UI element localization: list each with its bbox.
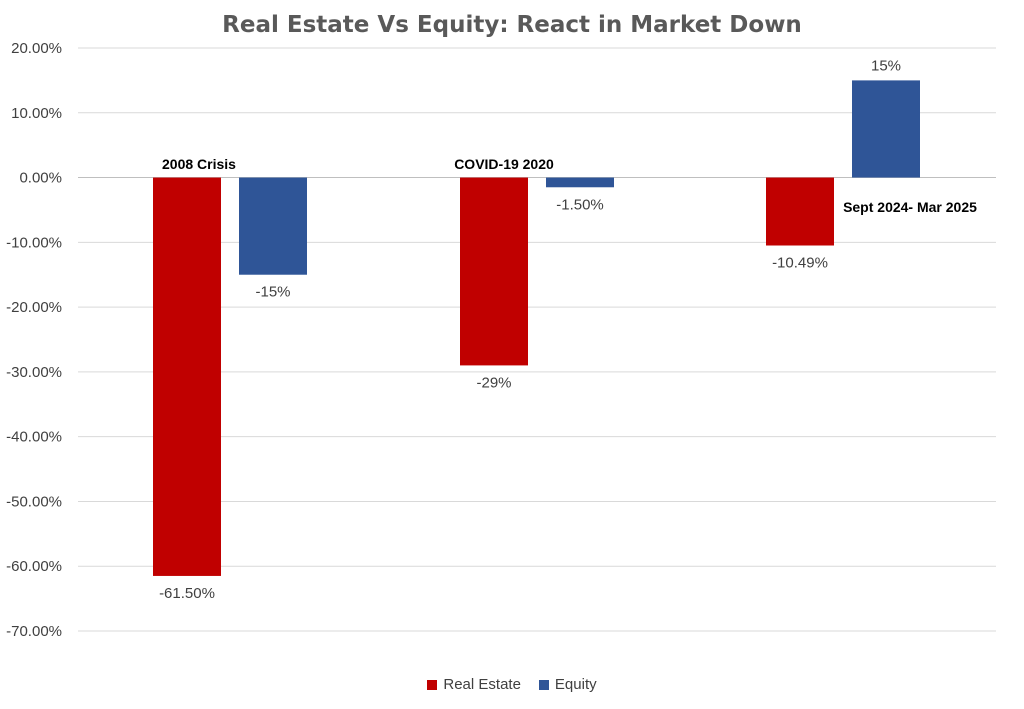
data-label: -15% xyxy=(255,284,290,301)
data-label: -1.50% xyxy=(556,196,604,213)
y-tick-label: -30.00% xyxy=(6,364,62,381)
chart-title: Real Estate Vs Equity: React in Market D… xyxy=(222,12,802,38)
y-tick-label: -40.00% xyxy=(6,429,62,446)
bar-real-estate xyxy=(153,177,221,576)
y-tick-label: -70.00% xyxy=(6,623,62,640)
category-label: COVID-19 2020 xyxy=(454,156,554,172)
y-tick-label: -10.00% xyxy=(6,234,62,251)
category-label: 2008 Crisis xyxy=(162,156,236,172)
category-labels: 2008 Crisis COVID-19 2020 Sept 2024- Mar 2… xyxy=(162,156,977,215)
data-label: 15% xyxy=(871,57,901,74)
bar-equity xyxy=(239,177,307,275)
y-tick-label: -20.00% xyxy=(6,299,62,316)
data-label: -10.49% xyxy=(772,255,828,272)
gridlines xyxy=(78,47,996,632)
legend-item-equity: Equity xyxy=(538,676,597,693)
legend-item-real-estate: Real Estate xyxy=(427,676,521,693)
bars xyxy=(153,80,920,576)
category-label: Sept 2024- Mar 2025 xyxy=(843,199,977,215)
y-tick-label: -60.00% xyxy=(6,558,62,575)
data-label: -61.50% xyxy=(159,585,215,602)
y-tick-label: 10.00% xyxy=(11,105,62,122)
bar-equity xyxy=(852,80,920,178)
bar-equity xyxy=(546,177,614,188)
y-tick-label: -50.00% xyxy=(6,493,62,510)
legend-label-real-estate: Real Estate xyxy=(443,676,521,693)
legend-swatch-real-estate xyxy=(427,679,438,690)
legend-swatch-equity xyxy=(538,679,549,690)
data-label: -29% xyxy=(476,374,511,391)
legend: Real Estate Equity xyxy=(0,676,1024,693)
y-tick-label: 20.00% xyxy=(11,40,62,57)
legend-label-equity: Equity xyxy=(554,676,597,693)
bar-real-estate xyxy=(766,177,834,246)
data-labels: -61.50% -29% -10.49% -15% -1.50% 15% xyxy=(159,57,901,602)
y-tick-label: 0.00% xyxy=(19,170,62,187)
y-axis-ticks: 20.00% 10.00% 0.00% -10.00% -20.00% -30.00% -4… xyxy=(6,40,62,640)
bar-real-estate xyxy=(460,177,528,366)
